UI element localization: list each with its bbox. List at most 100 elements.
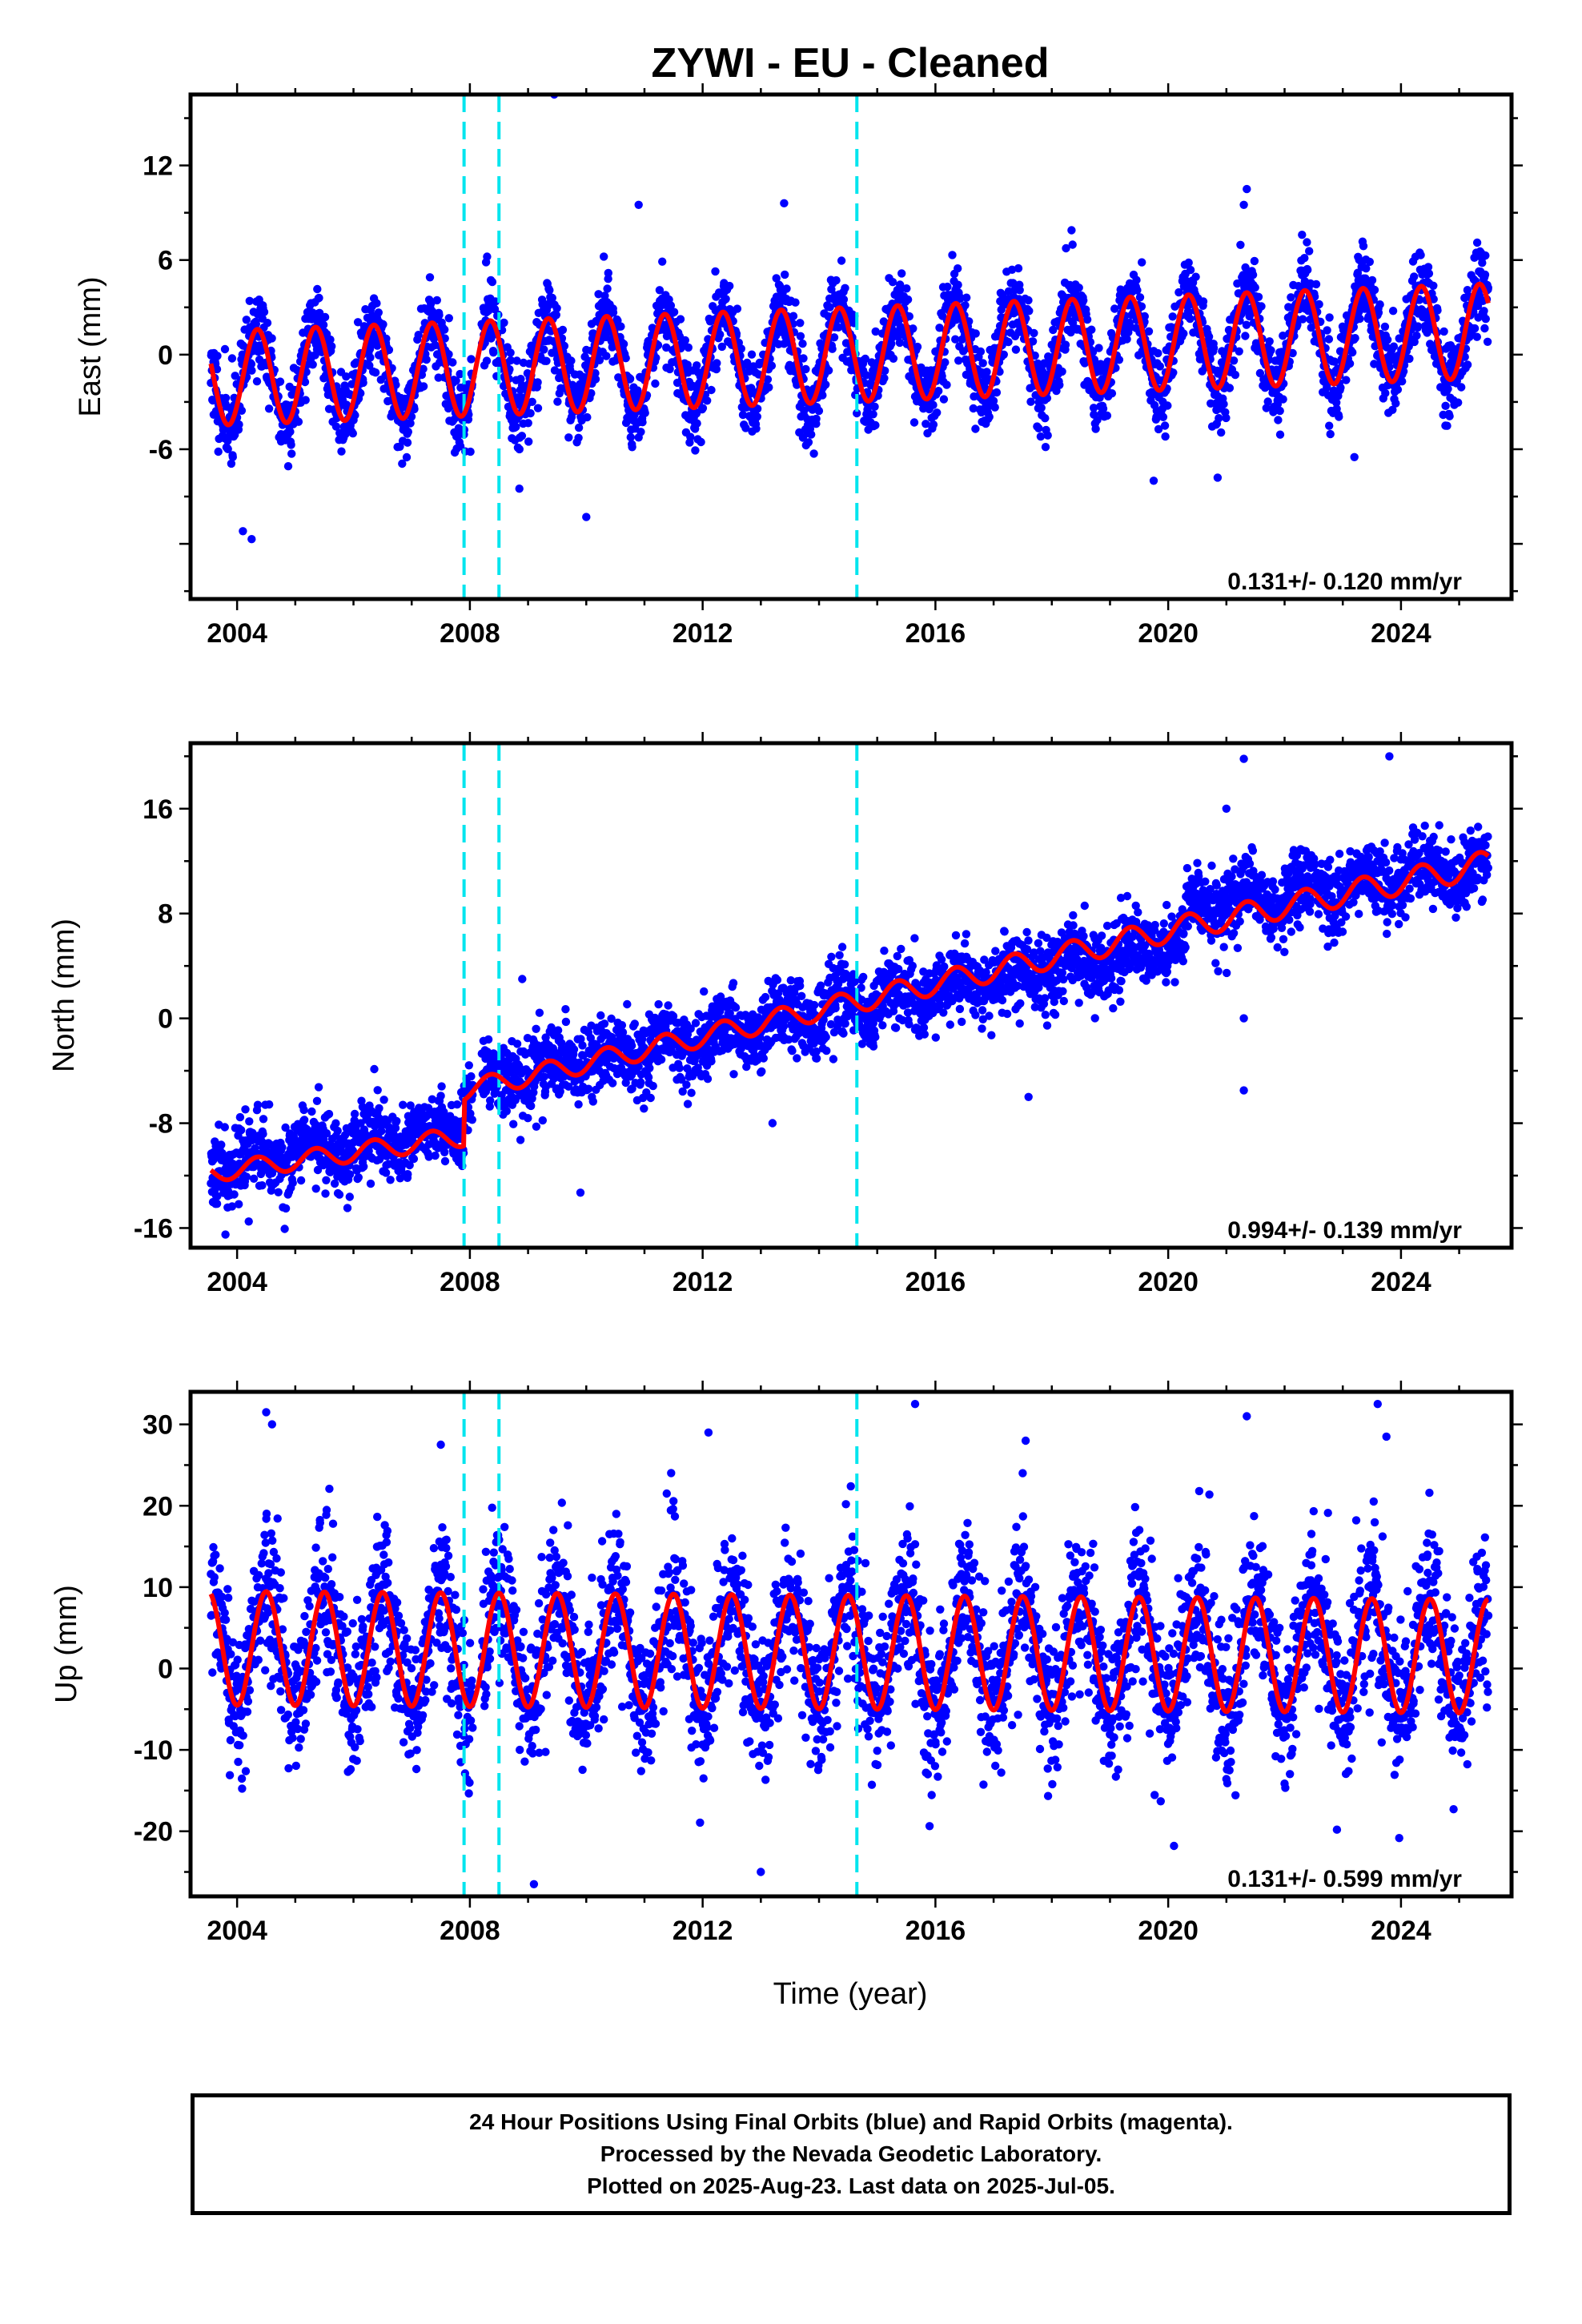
data-point — [902, 284, 911, 293]
data-point — [888, 278, 897, 287]
y-tick-label: -6 — [149, 435, 173, 465]
data-point — [402, 452, 412, 462]
data-point — [432, 296, 441, 305]
data-point — [801, 364, 810, 374]
data-point — [437, 1082, 446, 1091]
data-point — [1135, 293, 1145, 302]
data-point — [683, 1100, 693, 1108]
data-point — [1068, 240, 1077, 249]
data-point — [1287, 293, 1295, 302]
data-point — [1043, 431, 1052, 440]
data-point — [781, 270, 789, 279]
data-point — [841, 283, 849, 292]
data-point — [1325, 313, 1334, 322]
data-point — [220, 1123, 229, 1132]
data-point — [1067, 226, 1076, 235]
data-point — [1160, 421, 1170, 430]
data-point — [1061, 340, 1070, 349]
data-point — [821, 380, 830, 389]
data-point — [252, 377, 262, 386]
data-point — [343, 1204, 352, 1212]
data-point-outlier — [247, 535, 256, 544]
data-point — [345, 1192, 354, 1201]
data-point — [703, 396, 712, 405]
data-point — [1380, 322, 1390, 332]
data-point — [1074, 283, 1083, 292]
data-point — [812, 414, 821, 424]
data-point — [278, 1143, 287, 1152]
data-point — [978, 359, 987, 368]
data-point — [1055, 380, 1064, 389]
data-point — [249, 1174, 259, 1184]
data-point — [227, 354, 237, 363]
data-point — [327, 342, 336, 351]
data-point — [638, 418, 647, 427]
data-point-outlier — [1213, 473, 1223, 482]
data-point — [578, 1041, 587, 1050]
data-point — [259, 1129, 267, 1139]
data-point — [247, 366, 256, 375]
data-point — [666, 301, 676, 310]
data-point — [1163, 401, 1172, 410]
data-point — [366, 353, 375, 362]
data-point — [526, 408, 535, 418]
data-point — [628, 443, 636, 452]
data-point — [435, 311, 444, 320]
data-point — [422, 355, 431, 364]
data-point — [1087, 325, 1096, 334]
data-point — [468, 1116, 476, 1124]
data-point — [1102, 411, 1112, 420]
data-point — [799, 354, 808, 363]
data-point — [617, 1021, 627, 1030]
data-point — [1058, 367, 1066, 376]
data-point — [486, 1096, 495, 1105]
data-point — [1154, 348, 1162, 358]
data-point — [569, 1045, 579, 1054]
data-point — [359, 1162, 368, 1172]
data-point — [656, 1055, 666, 1064]
data-point — [990, 403, 999, 412]
data-point — [371, 368, 380, 377]
data-point — [312, 1096, 322, 1106]
data-point — [406, 419, 415, 428]
data-point — [283, 462, 293, 471]
data-point — [314, 1083, 323, 1092]
data-point — [444, 314, 453, 323]
data-point — [1011, 345, 1021, 354]
data-point — [1217, 428, 1226, 437]
data-point — [482, 356, 492, 365]
data-point-outlier — [1350, 452, 1359, 461]
data-point — [512, 356, 521, 365]
observation-points — [207, 94, 1493, 544]
data-point — [782, 284, 791, 293]
data-point — [311, 1184, 320, 1193]
data-point — [1024, 296, 1033, 305]
data-point — [319, 320, 328, 329]
data-point — [452, 376, 460, 385]
data-point — [725, 281, 734, 291]
data-point — [294, 417, 303, 426]
data-point — [1158, 412, 1168, 421]
data-point — [832, 275, 841, 285]
data-point — [561, 1017, 571, 1027]
data-point — [1375, 300, 1384, 309]
data-point — [354, 1173, 363, 1182]
data-point — [733, 304, 742, 313]
data-point — [939, 395, 949, 404]
data-point — [608, 343, 616, 352]
data-point — [456, 442, 465, 451]
data-point — [1439, 327, 1448, 336]
data-point — [640, 408, 649, 417]
data-point — [574, 1100, 583, 1109]
data-point — [372, 299, 381, 308]
data-point — [553, 397, 562, 406]
data-point — [796, 332, 805, 340]
data-point — [315, 293, 323, 303]
data-point — [258, 1181, 267, 1190]
data-point — [506, 348, 515, 357]
data-point-outlier — [780, 199, 789, 207]
data-point — [245, 1117, 254, 1126]
data-point — [1274, 416, 1283, 424]
data-point — [1367, 275, 1377, 285]
data-point — [564, 433, 573, 442]
